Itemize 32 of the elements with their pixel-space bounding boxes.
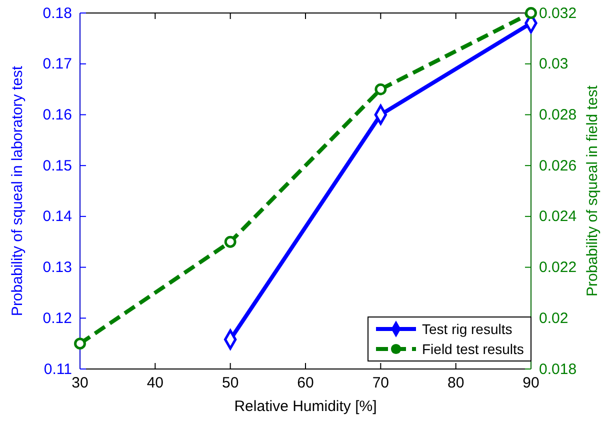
x-tick-label: 60 bbox=[297, 374, 314, 392]
y-tick-label: 0.14 bbox=[42, 208, 72, 226]
y2-tick-label: 0.022 bbox=[539, 259, 577, 276]
x-tick-label: 70 bbox=[372, 374, 390, 392]
y-axis-title: Probability of squeal in laboratory test bbox=[9, 65, 26, 316]
y-tick-label: 0.11 bbox=[44, 360, 72, 378]
legend-label: Test rig results bbox=[422, 321, 512, 337]
x-tick-label: 90 bbox=[522, 374, 540, 392]
y2-tick-label: 0.028 bbox=[539, 106, 577, 124]
y2-tick-label: 0.02 bbox=[539, 310, 568, 327]
x-tick-label: 80 bbox=[447, 374, 464, 392]
point bbox=[525, 7, 537, 19]
point bbox=[74, 338, 86, 350]
point bbox=[224, 236, 236, 248]
y-tick-label: 0.16 bbox=[42, 106, 72, 124]
x-axis-title: Relative Humidity [%] bbox=[234, 398, 377, 415]
legend-label: Field test results bbox=[422, 341, 524, 357]
y2-tick-label: 0.032 bbox=[539, 4, 577, 22]
point bbox=[374, 83, 387, 96]
x-tick-label: 40 bbox=[146, 374, 164, 392]
y-tick-label: 0.13 bbox=[42, 259, 72, 276]
y-tick-label: 0.12 bbox=[42, 310, 72, 327]
y2-tick-label: 0.03 bbox=[539, 56, 568, 73]
y2-axis-title: Probability of squeal in field test bbox=[584, 84, 601, 296]
y-tick-label: 0.15 bbox=[42, 157, 72, 174]
x-tick-label: 30 bbox=[72, 374, 88, 392]
y2-tick-label: 0.024 bbox=[539, 208, 577, 226]
y-tick-label: 0.17 bbox=[42, 56, 72, 73]
y2-tick-label: 0.026 bbox=[539, 157, 577, 174]
x-tick-label: 50 bbox=[222, 374, 239, 392]
y2-tick-label: 0.018 bbox=[539, 360, 577, 378]
y-tick-label: 0.18 bbox=[42, 4, 72, 22]
